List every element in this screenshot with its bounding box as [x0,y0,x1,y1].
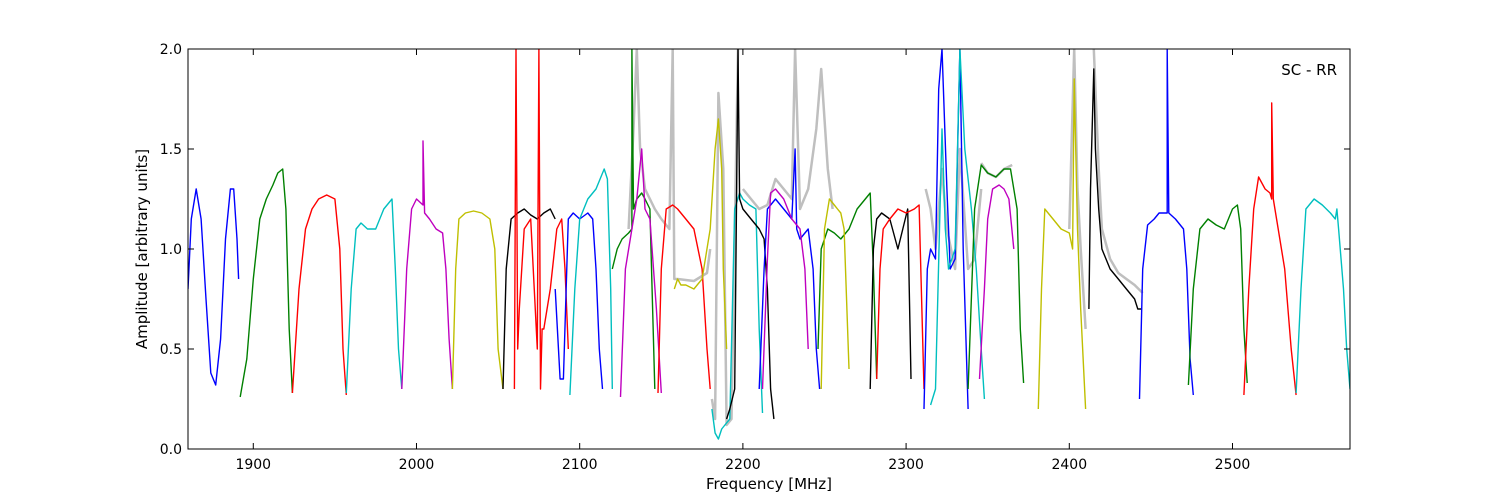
reference-trace [660,49,712,283]
series-line [876,204,925,390]
x-tick-label: 1900 [235,457,271,473]
reference-trace [924,147,983,271]
series-line [657,204,711,394]
series-traces [188,49,1350,440]
series-line [619,148,662,398]
y-tick-label: 1.5 [160,142,182,158]
x-axis-ticks: 1900 2000 2100 2200 2300 2400 2500 [235,49,1250,473]
y-tick-label: 0.5 [160,342,182,358]
series-line [188,188,240,386]
series-line [502,208,556,390]
x-axis-label: Frequency [MHz] [706,475,832,493]
series-line [758,148,821,390]
series-line [1243,102,1297,396]
series-line [725,49,775,420]
plot-area [188,49,1350,449]
x-tick-label: 2300 [888,457,924,473]
series-line [611,49,656,390]
series-line [711,192,764,440]
series-line [451,210,504,390]
series-line [1088,68,1142,310]
series-line [513,49,569,390]
series-line [401,140,454,390]
series-line [978,184,1015,380]
y-tick-label: 2.0 [160,42,182,58]
reference-trace [1092,49,1144,294]
x-tick-label: 2500 [1215,457,1251,473]
series-line [1295,198,1350,394]
series-line [761,188,809,390]
series-line [1037,78,1087,410]
series-line [673,118,728,350]
series-line [820,198,850,390]
series-line [1138,49,1194,400]
plot-annotation: SC - RR [1281,61,1337,79]
series-line [291,194,347,396]
series-line [817,192,878,380]
x-tick-label: 2000 [399,457,435,473]
series-line [569,168,613,396]
reference-trace [710,49,740,427]
series-line [1187,204,1248,386]
x-tick-label: 2200 [725,457,761,473]
series-line [345,198,403,394]
y-tick-label: 1.0 [160,242,182,258]
reference-trace [741,49,834,211]
series-line [967,164,1025,390]
x-tick-label: 2100 [562,457,598,473]
y-axis-ticks: 0.0 0.5 1.0 1.5 2.0 [160,42,1350,458]
y-tick-label: 0.0 [160,442,182,458]
y-axis-label: Amplitude [arbitrary units] [133,149,151,349]
series-line [923,49,969,410]
x-tick-label: 2400 [1051,457,1087,473]
series-line [239,168,294,398]
reference-trace [1068,49,1087,330]
series-line [929,49,986,406]
